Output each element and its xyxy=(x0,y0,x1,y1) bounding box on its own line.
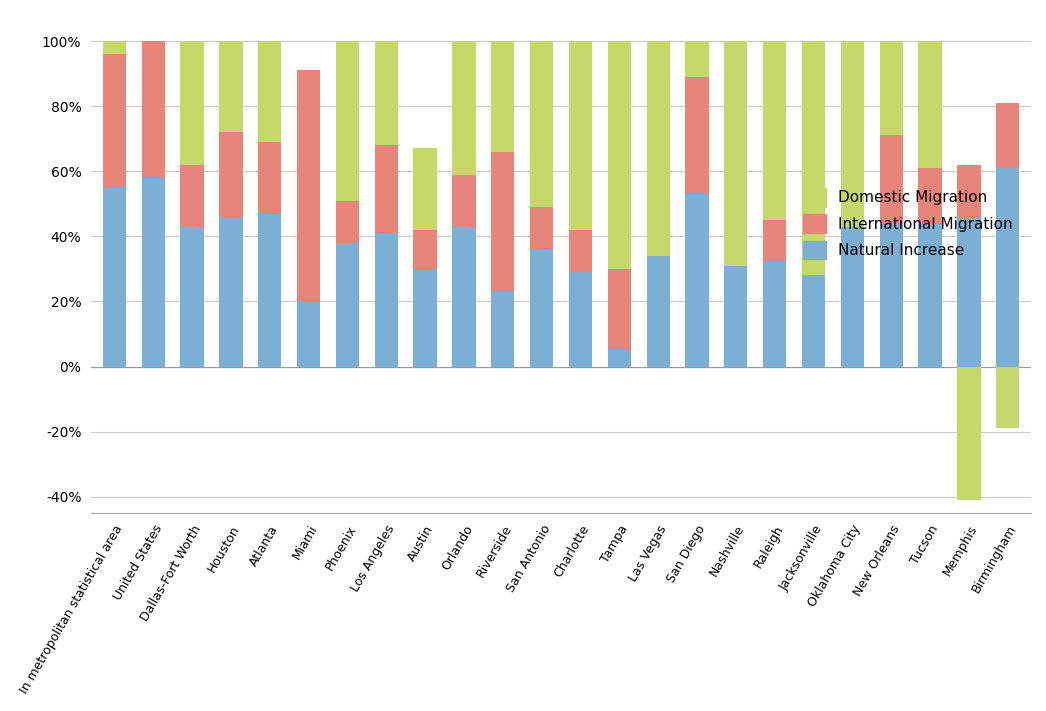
Bar xyxy=(336,243,359,367)
Bar xyxy=(608,41,631,269)
Bar xyxy=(258,142,281,213)
Bar xyxy=(646,41,669,256)
Bar xyxy=(608,351,631,367)
Bar xyxy=(336,41,359,201)
Bar xyxy=(996,168,1020,367)
Bar xyxy=(763,220,787,262)
Bar xyxy=(220,41,243,132)
Bar xyxy=(608,269,631,351)
Bar xyxy=(957,165,980,217)
Bar xyxy=(763,41,787,220)
Bar xyxy=(802,41,825,275)
Bar xyxy=(724,41,748,266)
Bar xyxy=(880,136,903,223)
Bar xyxy=(492,151,515,292)
Bar xyxy=(258,213,281,367)
Bar xyxy=(685,77,708,194)
Bar xyxy=(918,41,941,168)
Bar xyxy=(452,174,476,227)
Bar xyxy=(957,367,980,500)
Bar xyxy=(374,41,397,145)
Bar xyxy=(530,41,553,207)
Bar xyxy=(374,233,397,367)
Bar xyxy=(569,41,592,230)
Bar xyxy=(918,168,941,223)
Bar xyxy=(918,223,941,367)
Bar xyxy=(646,256,669,367)
Bar xyxy=(880,41,903,136)
Bar xyxy=(181,165,204,227)
Bar xyxy=(841,227,864,367)
Bar xyxy=(841,41,864,227)
Bar xyxy=(103,188,127,367)
Bar xyxy=(685,41,708,77)
Bar xyxy=(685,194,708,367)
Bar xyxy=(763,262,787,367)
Bar xyxy=(141,41,165,178)
Bar xyxy=(802,275,825,367)
Bar xyxy=(492,292,515,367)
Bar xyxy=(996,367,1020,429)
Bar xyxy=(492,41,515,151)
Bar xyxy=(996,103,1020,168)
Bar xyxy=(413,230,437,269)
Bar xyxy=(530,250,553,367)
Bar xyxy=(880,223,903,367)
Bar xyxy=(336,201,359,243)
Bar xyxy=(530,207,553,250)
Bar xyxy=(220,132,243,217)
Bar xyxy=(374,145,397,233)
Bar xyxy=(413,269,437,367)
Bar xyxy=(724,266,748,367)
Bar xyxy=(181,227,204,367)
Bar xyxy=(452,41,476,174)
Bar xyxy=(413,149,437,230)
Bar xyxy=(957,217,980,367)
Bar xyxy=(181,41,204,165)
Bar xyxy=(103,54,127,188)
Bar xyxy=(297,70,320,301)
Bar xyxy=(141,178,165,367)
Bar xyxy=(569,272,592,367)
Bar xyxy=(258,41,281,142)
Bar xyxy=(220,217,243,367)
Bar xyxy=(569,230,592,272)
Bar xyxy=(103,41,127,54)
Bar xyxy=(452,227,476,367)
Legend: Domestic Migration, International Migration, Natural Increase: Domestic Migration, International Migrat… xyxy=(797,182,1019,265)
Bar xyxy=(297,301,320,367)
